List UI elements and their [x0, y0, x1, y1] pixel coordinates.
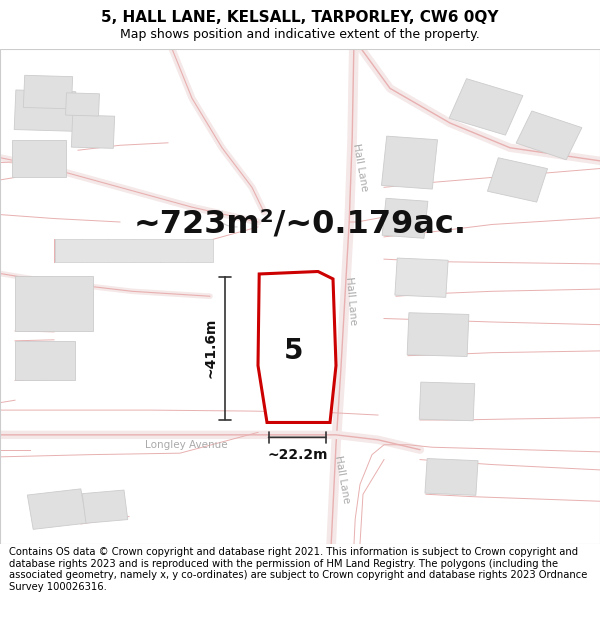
Text: ~41.6m: ~41.6m: [204, 318, 218, 378]
Polygon shape: [382, 198, 428, 238]
Polygon shape: [516, 111, 582, 160]
Polygon shape: [71, 115, 115, 148]
Text: Hall Lane: Hall Lane: [333, 454, 351, 504]
Text: Hall Lane: Hall Lane: [351, 142, 369, 192]
Text: Longley Avenue: Longley Avenue: [145, 440, 227, 450]
Text: Contains OS data © Crown copyright and database right 2021. This information is : Contains OS data © Crown copyright and d…: [9, 547, 587, 592]
Polygon shape: [407, 312, 469, 356]
Text: 5, HALL LANE, KELSALL, TARPORLEY, CW6 0QY: 5, HALL LANE, KELSALL, TARPORLEY, CW6 0Q…: [101, 10, 499, 25]
Polygon shape: [65, 93, 100, 116]
Polygon shape: [258, 271, 336, 422]
Text: Hall Lane: Hall Lane: [344, 277, 358, 326]
Polygon shape: [419, 382, 475, 421]
Polygon shape: [395, 258, 448, 298]
Polygon shape: [382, 136, 437, 189]
Polygon shape: [12, 141, 66, 177]
Polygon shape: [82, 490, 128, 523]
Polygon shape: [487, 158, 548, 202]
Polygon shape: [265, 331, 316, 376]
Polygon shape: [15, 276, 93, 331]
Polygon shape: [55, 239, 213, 262]
Text: ~723m²/~0.179ac.: ~723m²/~0.179ac.: [133, 209, 467, 240]
Text: ~22.2m: ~22.2m: [267, 448, 328, 462]
Text: 5: 5: [284, 337, 304, 365]
Polygon shape: [15, 341, 75, 381]
Polygon shape: [28, 489, 86, 529]
Text: Map shows position and indicative extent of the property.: Map shows position and indicative extent…: [120, 28, 480, 41]
Polygon shape: [425, 459, 478, 496]
Polygon shape: [14, 90, 76, 131]
Polygon shape: [23, 75, 73, 109]
Polygon shape: [449, 79, 523, 135]
